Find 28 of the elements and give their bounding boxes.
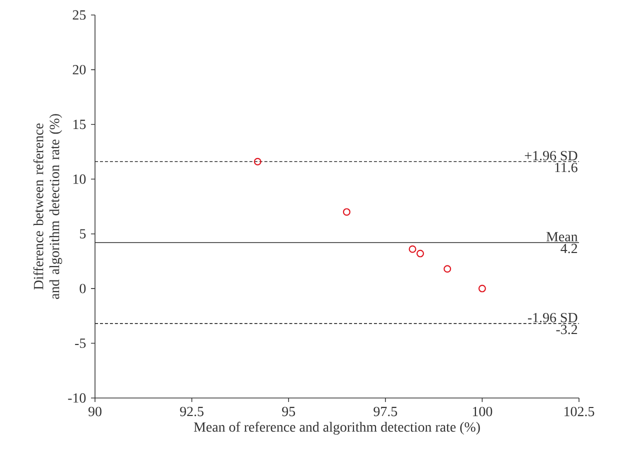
annotation: 11.6 [555,162,578,172]
point [254,158,262,166]
point [416,250,424,258]
ref-line-label: +1.96 SD [524,150,578,160]
annotation: 4.2 [560,244,578,254]
x-tick-label: 95 [282,406,296,416]
ref-line-label: Mean [546,232,578,242]
y-tick-label: 5 [80,229,86,238]
point [342,208,350,216]
y-tick-label: 20 [72,64,86,74]
annotation: -3.2 [556,324,578,334]
y-tick-label: -10 [68,393,86,403]
y-tick-label: -5 [75,338,86,348]
x-tick-label: 100 [472,406,492,416]
y-axis-title: Difference between reference and algorithm detection rate (%) [33,114,62,299]
x-tick-label: 90 [88,406,102,416]
x-tick-label: 102.5 [564,406,594,416]
ref-line-label: -1.96 SD [528,312,578,322]
point [444,265,452,273]
x-tick-label: 92.5 [180,406,204,416]
y-tick-label: 0 [80,284,86,294]
point [408,245,416,253]
x-tick-label: 97.5 [374,406,398,416]
x-axis-title: Mean of reference and algorithm detection rate (%) [194,422,480,435]
y-tick-label: 10 [73,174,86,184]
point [478,284,486,292]
y-tick-label: 25 [72,10,86,20]
y-tick-label: 15 [73,120,86,130]
